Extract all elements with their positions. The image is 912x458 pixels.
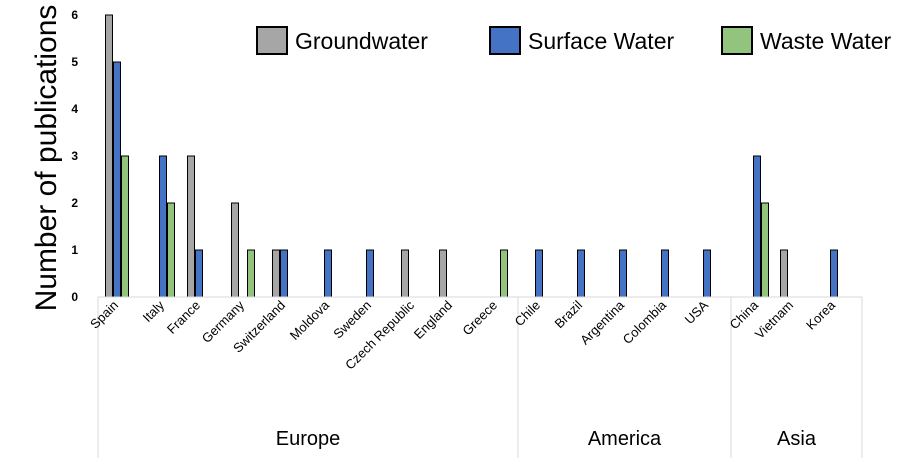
- category-label-brazil: Brazil: [552, 297, 586, 331]
- legend-label-surface-water: Surface Water: [528, 28, 674, 54]
- bar-groundwater-spain: [105, 14, 113, 298]
- bar-surface-water-chile: [535, 249, 543, 298]
- bar-groundwater-czech-republic: [401, 249, 409, 298]
- y-tick-label: 5: [71, 55, 78, 69]
- bar-surface-water-korea: [830, 249, 838, 298]
- group-label-asia: Asia: [777, 428, 817, 450]
- y-tick-label: 3: [71, 149, 78, 163]
- bar-surface-water-france: [195, 249, 203, 298]
- bar-groundwater-vietnam: [780, 249, 788, 298]
- category-label-argentina: Argentina: [577, 297, 628, 348]
- bar-groundwater-germany: [231, 202, 239, 298]
- x-axis-group-labels: Europe America Asia: [276, 428, 817, 450]
- y-axis-label: Number of publications: [30, 5, 63, 312]
- category-label-moldova: Moldova: [287, 297, 333, 343]
- bar-surface-water-italy: [159, 155, 167, 298]
- category-label-usa: USA: [682, 297, 712, 327]
- bar-surface-water-usa: [703, 249, 711, 298]
- bars: [105, 14, 838, 298]
- legend-label-waste-water: Waste Water: [760, 28, 892, 54]
- bar-surface-water-colombia: [661, 249, 669, 298]
- group-label-europe: Europe: [276, 428, 341, 450]
- bar-waste-water-greece: [500, 249, 508, 298]
- category-label-chile: Chile: [512, 298, 544, 330]
- bar-groundwater-switzerland: [272, 249, 280, 298]
- y-tick-label: 1: [71, 243, 78, 257]
- legend-label-groundwater: Groundwater: [295, 28, 428, 54]
- bar-surface-water-sweden: [366, 249, 374, 298]
- legend-swatch-groundwater: [256, 26, 288, 55]
- bar-surface-water-china: [753, 155, 761, 298]
- category-label-england: England: [411, 298, 455, 342]
- bar-surface-water-brazil: [577, 249, 585, 298]
- legend-swatch-waste-water: [721, 26, 753, 55]
- bar-groundwater-england: [439, 249, 447, 298]
- y-tick-label: 4: [71, 102, 78, 116]
- x-axis: [97, 296, 863, 458]
- y-axis-ticks: 0 1 2 3 4 5 6: [71, 8, 78, 304]
- legend-swatch-surface-water: [489, 26, 521, 55]
- bar-groundwater-france: [187, 155, 195, 298]
- category-label-vietnam: Vietnam: [752, 298, 796, 342]
- category-label-france: France: [164, 298, 203, 337]
- bar-waste-water-china: [761, 202, 769, 298]
- bar-surface-water-argentina: [619, 249, 627, 298]
- legend: Groundwater Surface Water Waste Water: [256, 26, 892, 55]
- bar-waste-water-italy: [167, 202, 175, 298]
- bar-waste-water-germany: [247, 249, 255, 298]
- bar-surface-water-moldova: [324, 249, 332, 298]
- y-tick-label: 0: [71, 290, 78, 304]
- group-label-america: America: [588, 428, 662, 450]
- category-label-sweden: Sweden: [330, 298, 374, 342]
- category-label-spain: Spain: [87, 298, 121, 332]
- y-tick-label: 6: [71, 8, 78, 22]
- bar-surface-water-spain: [113, 61, 121, 298]
- x-axis-category-labels: Spain ItalyFranceGermanySwitzerlandMoldov…: [87, 297, 839, 373]
- category-label-colombia: Colombia: [620, 297, 670, 347]
- bar-waste-water-spain: [121, 155, 129, 298]
- category-label-korea: Korea: [803, 297, 839, 333]
- category-label-italy: Italy: [140, 297, 168, 325]
- bar-surface-water-switzerland: [280, 249, 288, 298]
- category-label-greece: Greece: [459, 298, 500, 339]
- y-tick-label: 2: [71, 196, 78, 210]
